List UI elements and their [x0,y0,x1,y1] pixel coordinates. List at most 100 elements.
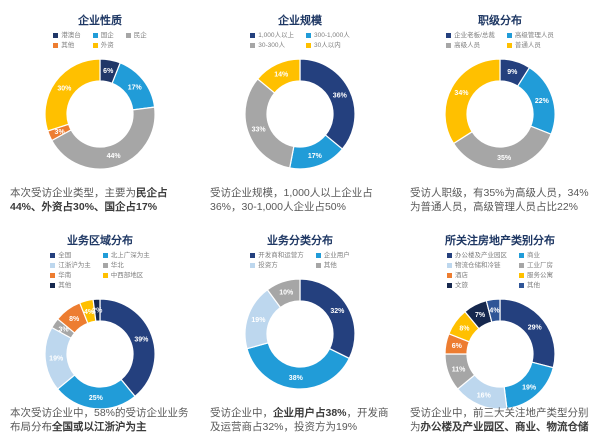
legend-label: 投资方 [258,262,278,269]
donut-slice [299,278,356,360]
legend-swatch-icon [447,283,452,288]
legend-item: 其他 [519,281,553,290]
legend-swatch-icon [50,253,56,258]
chart-legend: 企业老板/总裁 高级管理人员高级人员 普通人员 [446,31,554,50]
legend-item: 华北 [102,261,150,270]
legend-swatch-icon [102,273,108,278]
donut-slice [485,298,501,323]
donut-chart: 36% 17% 33% 14% [200,53,400,175]
slice-label: 22% [535,98,550,105]
legend-label: 30-300人 [258,42,285,49]
slice-label: 30% [57,86,72,93]
caption-text: 受访企业规模，1,000人以上企业占36%，30-1,000人企业占50% [210,186,373,213]
legend-swatch-icon [519,263,524,268]
donut-slice [244,78,295,169]
legend-label: 工业厂房 [527,262,553,269]
slice-label: 14% [274,72,289,79]
chart-caption: 受访企业中，企业用户占38%，开发商及运营商占32%，投资方为19% [210,406,392,434]
chart-legend: 1,000人以上 300-1,000人 30-300人 30人以内 [250,31,350,50]
legend-item: 高级管理人员 [506,31,554,40]
legend-label: 普通人员 [514,42,541,49]
donut-slice [92,298,101,322]
legend-item: 企业老板/总裁 [446,31,495,40]
legend-item: 办公楼及产业园区 [447,251,507,260]
legend-item: 港澳台 [53,31,81,40]
chart-title: 业务区域分布 [67,235,133,247]
slice-label: 39% [134,336,149,343]
caption-bold-text: 民企占44%、外资占30%、国企占17% [10,186,168,213]
legend-label: 300-1,000人 [314,32,350,39]
legend-swatch-icon [306,43,311,48]
legend-swatch-icon [506,43,512,48]
legend-item: 民企 [125,31,147,40]
legend-item: 300-1,000人 [306,31,350,40]
legend-swatch-icon [315,253,321,258]
legend-item: 高级人员 [446,41,495,50]
legend-label: 北上广深为主 [110,252,150,259]
chart-card-business-region: 业务区域分布 全国 北上广深为主 江浙沪为主 华北 华南 中西部地区 其他 39% 25% 19… [0,220,200,440]
legend-label: 其他 [323,262,337,269]
legend-swatch-icon [125,33,131,38]
legend-swatch-icon [250,33,256,38]
legend-item: 30-300人 [250,41,294,50]
donut-slice [99,298,156,398]
legend-item: 华南 [50,271,91,280]
legend-swatch-icon [447,253,452,258]
caption-bold-text: 办公楼及产业园区、商业、物流仓储 [420,420,589,433]
caption-text: 受访人职级，有35%为高级人员，34%为普通人员，高级管理人员占比22% [410,186,589,213]
legend-item: 物流仓储和冷链 [447,261,507,270]
caption-bold-text: 全国或以江浙沪为主 [52,420,147,433]
chart-title: 所关注房地产类别分布 [445,235,555,247]
legend-swatch-icon [92,43,98,48]
legend-label: 华北 [110,262,124,269]
donut-svg: 32% 38% 19% 10% [244,278,356,390]
legend-swatch-icon [306,33,311,38]
legend-swatch-icon [250,263,256,268]
legend-swatch-icon [446,33,452,38]
slice-label: 19% [49,356,64,363]
caption-text: 受访企业中，前三大关注地产类型分别为 [410,406,589,433]
legend-item: 企业用户 [315,251,350,260]
legend-label: 其他 [527,282,540,289]
chart-caption: 受访企业规模，1,000人以上企业占36%，30-1,000人企业占50% [210,186,392,214]
slice-label: 10% [279,290,294,297]
donut-svg: 9% 22% 35% 34% [444,58,556,170]
caption-text: 本次受访企业类型，主要为 [10,186,136,199]
chart-card-business-category: 业务分类分布 开发商和运营方 企业用户投资方 其他 32% 38% 19% 10% 受访企… [200,220,400,440]
legend-item: 其他 [53,41,81,50]
legend-label: 文旅 [455,282,468,289]
slice-label: 4% [84,309,95,316]
slice-label: 4% [489,308,500,315]
chart-card-job-level: 职级分布 企业老板/总裁 高级管理人员 高级人员 普通人员 9% 22% 35% 34% 受… [400,0,600,220]
legend-swatch-icon [50,283,56,288]
donut-chart: 32% 38% 19% 10% [200,273,400,395]
legend-label: 其他 [58,282,72,289]
legend-label: 1,000人以上 [258,32,294,39]
chart-card-enterprise-nature: 企业性质 港澳台 国企 民企 其他 外资 6% 17% 44% 3% 30% 本次受访企业类型，… [0,0,200,220]
slice-label: 34% [454,90,469,97]
donut-slice [44,58,101,132]
legend-swatch-icon [53,43,59,48]
legend-item: 1,000人以上 [250,31,294,40]
legend-swatch-icon [506,33,512,38]
legend-label: 商业 [527,252,540,259]
legend-label: 企业老板/总裁 [454,32,495,39]
legend-swatch-icon [315,263,321,268]
legend-label: 高级人员 [454,42,481,49]
slice-label: 11% [452,366,466,373]
caption-text: ，开发商及运营商占32%，投资方为19% [210,406,389,433]
chart-title: 业务分类分布 [267,235,333,247]
legend-label: 高级管理人员 [514,32,554,39]
legend-label: 港澳台 [61,32,81,39]
slice-label: 33% [252,126,267,133]
legend-label: 企业用户 [323,252,350,259]
legend-item: 全国 [50,251,91,260]
legend-item: 其他 [50,281,91,290]
legend-item: 其他 [315,261,350,270]
legend-item: 开发商和运营方 [250,251,304,260]
donut-chart: 29% 19% 16% 11% 6% 8% 7% 4% [400,293,600,415]
legend-label: 办公楼及产业园区 [455,252,507,259]
slice-label: 16% [477,392,492,399]
legend-swatch-icon [53,33,59,38]
